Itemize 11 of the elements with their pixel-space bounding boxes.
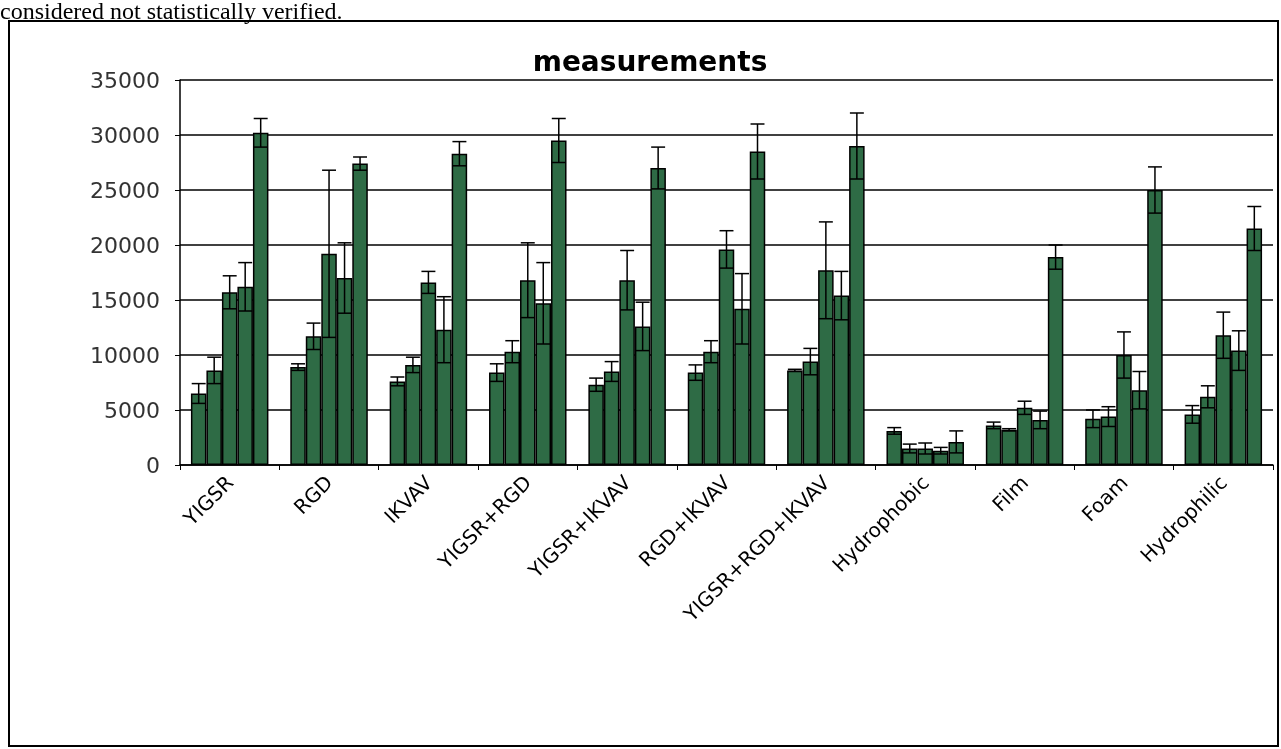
text: considered not statistically verified. bbox=[0, 0, 343, 25]
y-tick-label: 10000 bbox=[90, 342, 160, 368]
y-tick-label: 0 bbox=[146, 452, 160, 478]
y-tick-label: 30000 bbox=[90, 122, 160, 148]
chart-title: measurements bbox=[532, 44, 768, 78]
y-tick-label: 20000 bbox=[90, 232, 160, 258]
y-tick-label: 25000 bbox=[90, 177, 160, 203]
y-tick-label: 35000 bbox=[90, 67, 160, 93]
y-tick-label: 5000 bbox=[104, 397, 160, 423]
y-tick-label: 15000 bbox=[90, 287, 160, 313]
x-tick-label: Film bbox=[987, 470, 1034, 517]
